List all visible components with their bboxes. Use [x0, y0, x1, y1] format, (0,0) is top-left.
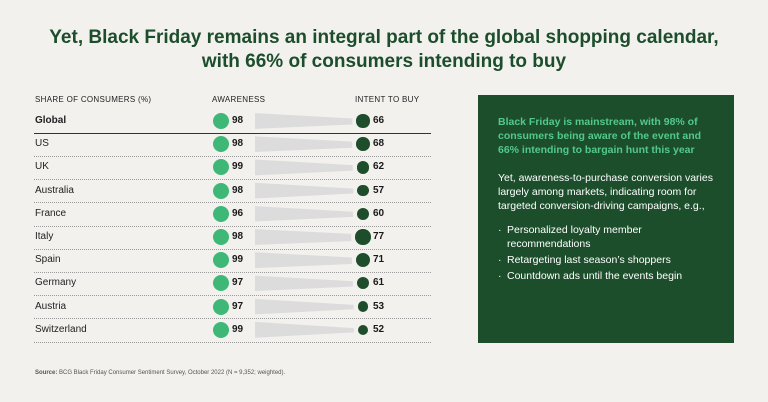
awareness-value: 96: [232, 207, 244, 219]
awareness-dot: [213, 136, 229, 153]
intent-value: 66: [373, 115, 385, 126]
awareness-value: 97: [232, 277, 244, 289]
intent-value: 57: [373, 184, 385, 196]
table-row: Austria 97 53: [0, 296, 768, 319]
intent-value: 77: [373, 231, 385, 242]
row-separator: [34, 248, 431, 250]
title-line-1: Yet, Black Friday remains an integral pa…: [49, 27, 719, 48]
row-separator: [34, 341, 431, 343]
table-row: Switzerland 99 52: [0, 319, 768, 342]
intent-dot: [357, 207, 369, 220]
table-row: UK 99 62: [0, 156, 768, 179]
awareness-value: 98: [232, 138, 244, 150]
panel-body: Yet, awareness-to-purchase conversion va…: [498, 172, 713, 212]
intent-dot: [357, 324, 369, 335]
intent-value: 68: [373, 138, 385, 150]
row-label: France: [35, 207, 67, 219]
row-separator: [34, 225, 431, 227]
row-separator: [34, 318, 431, 320]
awareness-dot: [213, 252, 229, 269]
intent-dot: [355, 229, 371, 245]
intent-dot: [355, 253, 371, 268]
intent-value: 71: [373, 254, 385, 266]
awareness-dot: [213, 275, 229, 292]
table-row: Global 98 66: [0, 110, 768, 133]
intent-dot: [356, 161, 370, 174]
row-label: Spain: [35, 254, 61, 266]
intent-value: 60: [373, 207, 385, 219]
awareness-dot: [213, 229, 229, 245]
row-label: Austria: [35, 300, 67, 312]
column-header-intent: INTENT TO BUY: [355, 95, 420, 104]
intent-dot: [356, 137, 370, 151]
source-note: Source: BCG Black Friday Consumer Sentim…: [35, 370, 285, 376]
intent-dot: [356, 114, 370, 128]
table-row: US 98 68: [0, 133, 768, 156]
insight-panel: Black Friday is mainstream, with 98% of …: [478, 95, 734, 343]
table-row: Italy 98 77: [0, 226, 768, 249]
row-label: Australia: [35, 184, 74, 196]
row-separator: [34, 179, 431, 181]
row-label: Switzerland: [35, 323, 87, 335]
row-label: Germany: [35, 277, 77, 289]
row-separator: [34, 295, 431, 297]
table-row: Germany 97 61: [0, 272, 768, 295]
awareness-value: 99: [232, 161, 244, 173]
source-label: Source:: [35, 370, 58, 376]
awareness-value: 99: [232, 254, 244, 266]
column-header-awareness: AWARENESS: [212, 95, 266, 104]
intent-value: 62: [373, 161, 385, 173]
intent-value: 53: [373, 300, 385, 312]
row-label: Italy: [35, 231, 54, 242]
row-label: US: [35, 138, 49, 150]
awareness-dot: [213, 298, 229, 315]
title-line-2: with 66% of consumers intending to buy: [201, 51, 567, 72]
row-separator: [34, 271, 431, 273]
table-row: France 96 60: [0, 203, 768, 226]
awareness-value: 98: [232, 184, 244, 196]
intent-dot: [356, 277, 370, 290]
awareness-value: 98: [232, 115, 244, 126]
panel-bullet: Countdown ads until the events begin: [498, 269, 716, 283]
intent-dot: [357, 301, 369, 312]
row-label: UK: [35, 161, 49, 173]
awareness-value: 99: [232, 323, 244, 335]
column-header-share: SHARE OF CONSUMERS (%): [35, 95, 152, 104]
intent-value: 61: [373, 277, 385, 289]
awareness-dot: [213, 159, 229, 176]
row-separator: [34, 202, 431, 204]
awareness-dot: [213, 205, 229, 222]
row-label: Global: [35, 115, 67, 126]
table-row: Spain 99 71: [0, 249, 768, 272]
chart-title: Yet, Black Friday remains an integral pa…: [0, 26, 768, 74]
table-row: Australia 98 57: [0, 180, 768, 203]
awareness-value: 97: [232, 300, 244, 312]
awareness-dot: [213, 182, 229, 199]
intent-value: 52: [373, 323, 385, 335]
intent-dot: [357, 184, 369, 197]
panel-bullet: Retargeting last season’s shoppers: [498, 253, 716, 267]
source-text: BCG Black Friday Consumer Sentiment Surv…: [59, 370, 286, 376]
panel-bullet-list: Personalized loyalty member recommendati…: [498, 223, 716, 283]
panel-highlight: Black Friday is mainstream, with 98% of …: [498, 116, 702, 156]
awareness-value: 98: [232, 231, 244, 242]
awareness-dot: [213, 113, 229, 129]
panel-bullet: Personalized loyalty member recommendati…: [498, 223, 716, 251]
row-separator: [34, 155, 431, 157]
awareness-dot: [213, 321, 229, 338]
row-separator: [34, 132, 431, 134]
